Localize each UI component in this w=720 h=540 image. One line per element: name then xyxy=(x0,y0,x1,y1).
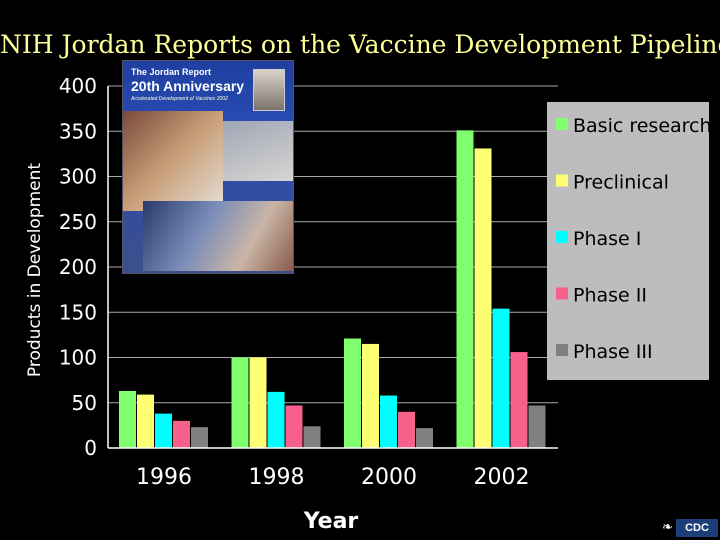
hhs-eagle-icon: ❧ xyxy=(662,520,673,535)
bar-preclinical-2000 xyxy=(362,343,379,448)
bar-phase-iii-1998 xyxy=(303,426,321,448)
legend-swatch xyxy=(556,344,568,356)
legend-swatch xyxy=(556,231,568,243)
bar-basic-research-1998 xyxy=(231,357,249,448)
x-tick-label: 1998 xyxy=(249,465,305,490)
bar-basic-research-2000 xyxy=(344,338,361,448)
bar-phase-iii-2002 xyxy=(528,405,546,448)
bars xyxy=(119,130,546,448)
cdc-logo: CDC xyxy=(676,519,718,537)
bar-phase-ii-1996 xyxy=(173,420,190,448)
bar-phase-i-1998 xyxy=(267,391,285,448)
y-tick-label: 150 xyxy=(59,300,97,324)
cover-photo-child xyxy=(123,111,223,211)
bar-basic-research-2002 xyxy=(456,130,474,448)
jordan-report-cover-image: The Jordan Report 20th Anniversary Accel… xyxy=(122,60,294,274)
bar-phase-i-2002 xyxy=(492,308,510,448)
x-axis-label: Year xyxy=(303,509,359,534)
cover-photo-lab xyxy=(143,201,293,271)
cover-line2: 20th Anniversary xyxy=(131,78,245,94)
legend-swatch xyxy=(556,118,568,130)
x-tick-label: 2000 xyxy=(361,465,417,490)
legend-label: Phase III xyxy=(573,341,653,363)
bar-basic-research-1996 xyxy=(119,390,136,448)
x-tick-label: 2002 xyxy=(474,465,530,490)
legend-label: Preclinical xyxy=(573,172,669,194)
y-tick-labels: 0 50 100 150 200 250 300 350 400 xyxy=(59,74,97,460)
y-axis-label: Products in Development xyxy=(25,163,45,377)
x-tick-label: 1996 xyxy=(136,465,192,490)
bar-phase-iii-1996 xyxy=(191,427,208,448)
bar-phase-i-2000 xyxy=(380,395,397,448)
bar-phase-ii-1998 xyxy=(285,405,303,448)
bar-phase-ii-2000 xyxy=(398,411,415,448)
y-tick-label: 400 xyxy=(59,74,97,98)
y-tick-label: 200 xyxy=(59,255,97,279)
bar-phase-i-1996 xyxy=(155,413,172,448)
bar-preclinical-1998 xyxy=(249,357,267,448)
y-tick-label: 0 xyxy=(84,436,97,460)
cover-portrait xyxy=(253,69,285,111)
x-tick-labels: 1996 1998 2000 2002 xyxy=(136,465,530,490)
legend-label: Basic research xyxy=(573,115,712,137)
y-tick-label: 350 xyxy=(59,119,97,143)
bar-preclinical-1996 xyxy=(137,394,154,448)
cover-line3: Accelerated Development of Vaccines 2002 xyxy=(131,96,228,102)
legend-label: Phase II xyxy=(573,285,647,307)
cover-line1: The Jordan Report xyxy=(131,67,212,77)
y-tick-label: 250 xyxy=(59,210,97,234)
legend: Basic research Preclinical Phase I Phase II… xyxy=(547,102,712,380)
page-title: NIH Jordan Reports on the Vaccine Develo… xyxy=(0,30,720,59)
y-tick-label: 300 xyxy=(59,165,97,189)
bar-phase-ii-2002 xyxy=(510,352,528,448)
legend-swatch xyxy=(556,287,568,300)
bar-phase-iii-2000 xyxy=(416,428,433,448)
y-tick-label: 50 xyxy=(72,391,97,415)
legend-box xyxy=(547,102,709,380)
y-tick-label: 100 xyxy=(59,346,97,370)
legend-swatch xyxy=(556,174,568,187)
axes xyxy=(107,86,558,449)
bar-preclinical-2002 xyxy=(474,148,492,448)
cover-photo-syringe xyxy=(223,121,293,181)
legend-label: Phase I xyxy=(573,228,641,250)
